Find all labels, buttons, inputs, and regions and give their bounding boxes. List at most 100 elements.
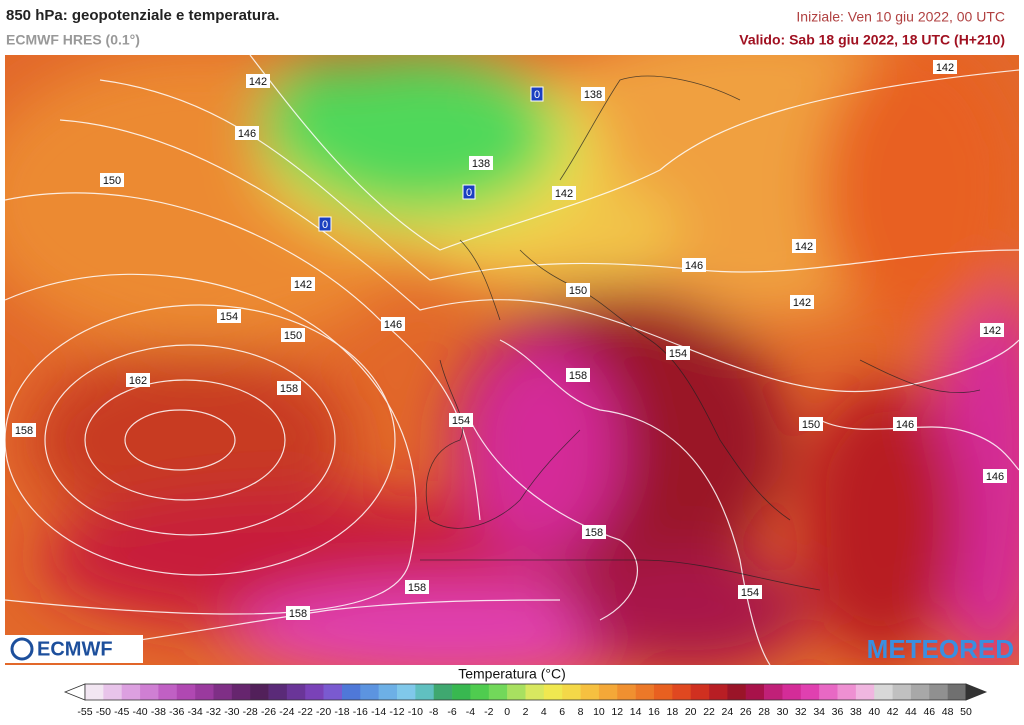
colorbar-tick-label: -14 xyxy=(371,706,386,718)
colorbar-swatch xyxy=(286,684,306,700)
colorbar-frame xyxy=(84,683,967,701)
colorbar-swatch xyxy=(231,684,251,700)
colorbar-tick-label: 50 xyxy=(960,706,972,718)
contour-label: 146 xyxy=(238,128,256,140)
colorbar-swatch xyxy=(690,684,710,700)
contour-label: 154 xyxy=(669,348,687,360)
colorbar-swatch xyxy=(819,684,838,700)
colorbar-swatch xyxy=(250,684,269,700)
colorbar-swatch xyxy=(653,684,673,700)
colorbar-high-arrow xyxy=(965,683,988,701)
colorbar-tick-label: -55 xyxy=(77,706,92,718)
freezing-label: 0 xyxy=(534,89,540,101)
colorbar-tick-label: 28 xyxy=(758,706,770,718)
colorbar-swatch xyxy=(103,684,123,700)
colorbar-tick-label: 48 xyxy=(942,706,954,718)
freezing-label-box xyxy=(530,86,544,102)
contour-label-box xyxy=(381,317,405,331)
colorbar-swatch xyxy=(562,684,581,700)
colorbar-swatch xyxy=(323,684,343,700)
contour-label-box xyxy=(933,60,957,74)
colorbar-swatch xyxy=(580,684,600,700)
colorbar-tick-label: -8 xyxy=(429,706,438,718)
colorbar-tick-label: -2 xyxy=(484,706,493,718)
colorbar-tick-label: 42 xyxy=(887,706,899,718)
map-area xyxy=(5,55,1019,665)
contour-label: 158 xyxy=(569,370,587,382)
colorbar-tick-label: -20 xyxy=(316,706,331,718)
colorbar-tick-label: -4 xyxy=(466,706,475,718)
colorbar-tick-label: 32 xyxy=(795,706,807,718)
colorbar-swatch xyxy=(140,684,159,700)
colorbar-swatch xyxy=(745,684,765,700)
colorbar-swatch xyxy=(158,684,178,700)
contour-label: 146 xyxy=(986,471,1004,483)
contour-label-box xyxy=(246,74,270,88)
contour-label: 162 xyxy=(129,375,147,387)
colorbar-tick-label: 4 xyxy=(541,706,547,718)
colorbar-swatch xyxy=(378,684,398,700)
colorbar-tick-label: 34 xyxy=(813,706,825,718)
colorbar-swatch xyxy=(360,684,379,700)
contour-label: 150 xyxy=(802,419,820,431)
contour-label: 158 xyxy=(585,527,603,539)
colorbar-tick-label: 16 xyxy=(648,706,660,718)
colorbar-tick-label: 24 xyxy=(722,706,734,718)
contour-label-box xyxy=(449,413,473,427)
colorbar-tick-label: 12 xyxy=(611,706,623,718)
colorbar-tick-label: -30 xyxy=(224,706,239,718)
contour-label: 142 xyxy=(983,325,1001,337)
contour-label-box xyxy=(405,580,429,594)
colorbar-swatch xyxy=(947,684,967,700)
contour-label: 138 xyxy=(472,158,490,170)
colorbar-tick-label: 30 xyxy=(777,706,789,718)
colorbar-tick-label: 26 xyxy=(740,706,752,718)
colorbar-swatch xyxy=(837,684,857,700)
colorbar-swatch xyxy=(672,684,691,700)
colorbar-swatch xyxy=(727,684,747,700)
contour-label-box xyxy=(235,126,259,140)
colorbar-tick-label: 8 xyxy=(578,706,584,718)
map-title: 850 hPa: geopotenziale e temperatura. xyxy=(6,7,279,24)
contour-label: 138 xyxy=(584,89,602,101)
colorbar-swatch xyxy=(874,684,893,700)
colorbar-swatch xyxy=(488,684,508,700)
contour-label: 146 xyxy=(685,260,703,272)
contour-label-box xyxy=(217,309,241,323)
colorbar-tick-label: 22 xyxy=(703,706,715,718)
colorbar-tick-label: -26 xyxy=(261,706,276,718)
colorbar-swatch xyxy=(709,684,728,700)
model-subtitle: ECMWF HRES (0.1°) xyxy=(6,32,140,48)
colorbar-swatch xyxy=(892,684,912,700)
contour-label-box xyxy=(792,239,816,253)
contour-label: 150 xyxy=(569,285,587,297)
colorbar-tick-label: -38 xyxy=(151,706,166,718)
colorbar-swatch xyxy=(855,684,875,700)
contour-label-box xyxy=(277,381,301,395)
colorbar-tick-label: 10 xyxy=(593,706,605,718)
colorbar-tick-label: -45 xyxy=(114,706,129,718)
colorbar-tick-label: 38 xyxy=(850,706,862,718)
colorbar-tick-label: 40 xyxy=(868,706,880,718)
contour-label: 142 xyxy=(294,279,312,291)
colorbar-swatch xyxy=(305,684,324,700)
contour-label-box xyxy=(983,469,1007,483)
contour-label: 142 xyxy=(795,241,813,253)
colorbar-tick-label: -22 xyxy=(298,706,313,718)
contour-label: 154 xyxy=(220,311,238,323)
colorbar-tick-label: 14 xyxy=(630,706,642,718)
freezing-label-box xyxy=(318,216,332,232)
colorbar-swatch xyxy=(176,684,196,700)
contour-label-box xyxy=(738,585,762,599)
colorbar-swatch xyxy=(507,684,526,700)
contour-label: 158 xyxy=(15,425,33,437)
contour-label-box xyxy=(291,277,315,291)
colorbar-swatch xyxy=(415,684,435,700)
colorbar-swatch xyxy=(525,684,545,700)
contour-label-box xyxy=(469,156,493,170)
colorbar-tick-label: 18 xyxy=(666,706,678,718)
colorbar: -55 -50 -45 -40 -38 -36 -34 -32 -30 -28 -26 -24 -22-… xyxy=(63,683,988,718)
contour-label-box xyxy=(893,417,917,431)
colorbar-swatch xyxy=(635,684,655,700)
